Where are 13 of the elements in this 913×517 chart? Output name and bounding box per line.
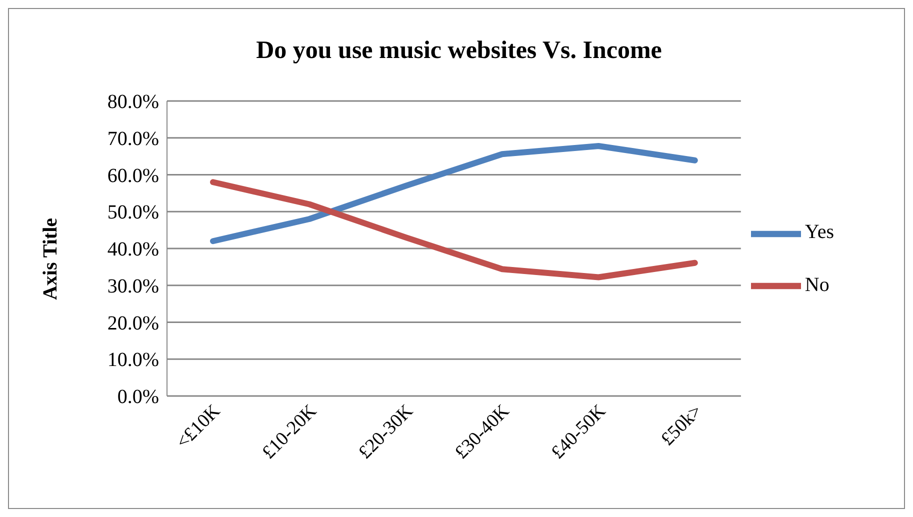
y-tick-label: 30.0% xyxy=(107,275,159,298)
y-axis-title: Axis Title xyxy=(40,218,62,300)
y-tick-label: 80.0% xyxy=(107,91,159,114)
y-tick-label: 0.0% xyxy=(117,386,159,408)
y-tick-label: 60.0% xyxy=(107,164,159,187)
legend-label: Yes xyxy=(804,221,834,244)
y-tick-label: 40.0% xyxy=(107,238,159,261)
y-tick-label: 20.0% xyxy=(107,312,159,334)
y-tick-label: 50.0% xyxy=(107,202,159,224)
legend-label: No xyxy=(804,274,830,296)
chart-title: Do you use music websites Vs. Income xyxy=(255,37,663,65)
y-tick-label: 70.0% xyxy=(107,128,159,150)
y-tick-label: 10.0% xyxy=(107,349,159,372)
